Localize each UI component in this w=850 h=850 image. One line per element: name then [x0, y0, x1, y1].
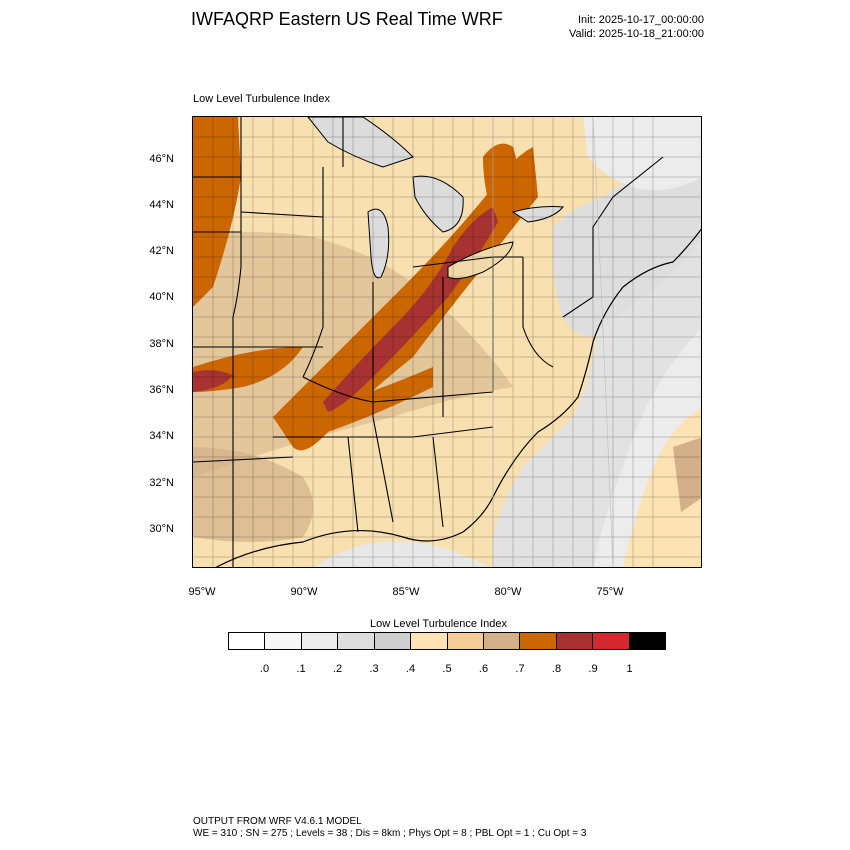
orange-west — [193, 117, 241, 307]
legend-swatch — [447, 633, 484, 649]
legend-label: .5 — [442, 663, 452, 675]
lon-label-95w: 95°W — [188, 586, 216, 598]
lat-label-46n: 46°N — [149, 153, 174, 165]
lon-label-75w: 75°W — [596, 586, 624, 598]
lat-label-42n: 42°N — [149, 245, 174, 257]
model-footer: OUTPUT FROM WRF V4.6.1 MODEL WE = 310 ; … — [193, 816, 586, 840]
run-times: Init: 2025-10-17_00:00:00 Valid: 2025-10… — [520, 13, 704, 41]
color-legend — [228, 632, 666, 650]
footer-line-1: OUTPUT FROM WRF V4.6.1 MODEL — [193, 816, 362, 827]
lat-label-30n: 30°N — [149, 523, 174, 535]
lon-label-85w: 85°W — [392, 586, 420, 598]
red-core — [323, 207, 498, 412]
lat-label-36n: 36°N — [149, 384, 174, 396]
legend-swatch — [301, 633, 339, 649]
legend-swatch — [556, 633, 594, 649]
init-time: Init: 2025-10-17_00:00:00 — [578, 14, 704, 26]
legend-swatch — [483, 633, 521, 649]
legend-title: Low Level Turbulence Index — [370, 618, 507, 630]
turbulence-map — [193, 117, 701, 567]
legend-label: 1 — [626, 663, 633, 675]
lat-label-44n: 44°N — [149, 199, 174, 211]
legend-label: .2 — [332, 663, 343, 675]
legend-swatch — [411, 633, 448, 649]
legend-label: .8 — [551, 663, 562, 675]
northeast-grey — [553, 147, 701, 337]
coastline — [215, 228, 701, 567]
legend-swatch — [265, 633, 302, 649]
lake-ontario — [511, 206, 565, 223]
legend-swatch — [629, 633, 666, 649]
lat-label-34n: 34°N — [149, 430, 174, 442]
legend-label: .1 — [296, 663, 306, 675]
legend-label: .3 — [369, 663, 379, 675]
orange-band — [273, 147, 538, 451]
legend-label: .7 — [515, 663, 525, 675]
lon-label-90w: 90°W — [290, 586, 318, 598]
valid-time: Valid: 2025-10-18_21:00:00 — [569, 28, 704, 40]
county-grid — [193, 117, 701, 567]
canada-grey — [583, 117, 701, 191]
legend-label: .6 — [478, 663, 489, 675]
orange-band-south — [293, 367, 433, 437]
legend-swatch — [229, 633, 266, 649]
map-panel — [192, 116, 702, 568]
legend-swatch — [520, 633, 557, 649]
legend-label: .9 — [588, 663, 598, 675]
map-subtitle: Low Level Turbulence Index — [193, 93, 330, 105]
gulf-region — [315, 541, 490, 567]
legend-swatch — [338, 633, 375, 649]
lon-label-80w: 80°W — [494, 586, 522, 598]
graticule — [492, 117, 614, 567]
lat-label-38n: 38°N — [149, 338, 174, 350]
lat-label-32n: 32°N — [149, 477, 174, 489]
legend-label: .4 — [405, 663, 416, 675]
orange-north — [483, 143, 518, 217]
lake-huron — [412, 175, 464, 233]
legend-label: .0 — [259, 663, 270, 675]
legend-swatch — [593, 633, 630, 649]
legend-swatch — [374, 633, 412, 649]
page-title: IWFAQRP Eastern US Real Time WRF — [191, 9, 503, 29]
ocean-tan-patch — [673, 437, 701, 512]
footer-line-2: WE = 310 ; SN = 275 ; Levels = 38 ; Dis … — [193, 828, 587, 839]
lat-label-40n: 40°N — [149, 291, 174, 303]
